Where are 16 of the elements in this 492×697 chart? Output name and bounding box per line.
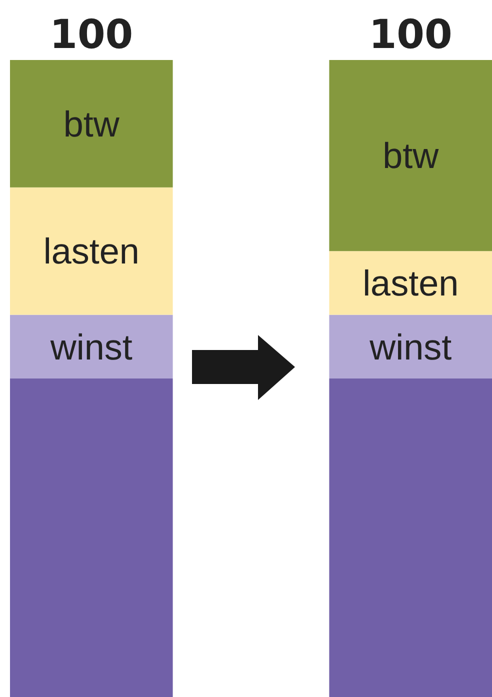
bar: [10, 314, 173, 378]
series-label: winst: [49, 326, 132, 368]
bar: [10, 187, 173, 315]
text: lasten: [43, 230, 140, 272]
bar: [10, 60, 173, 188]
series-label: btw: [63, 103, 120, 144]
bar: [329, 60, 492, 252]
series-label: lasten: [362, 262, 459, 304]
bar: [10, 378, 173, 697]
total-label: 100: [50, 12, 134, 58]
text: btw: [382, 135, 439, 176]
bar: [329, 251, 492, 315]
bar: [329, 314, 492, 378]
text: winst: [370, 326, 452, 368]
bar: [329, 378, 492, 697]
total-label: 100: [368, 12, 452, 58]
